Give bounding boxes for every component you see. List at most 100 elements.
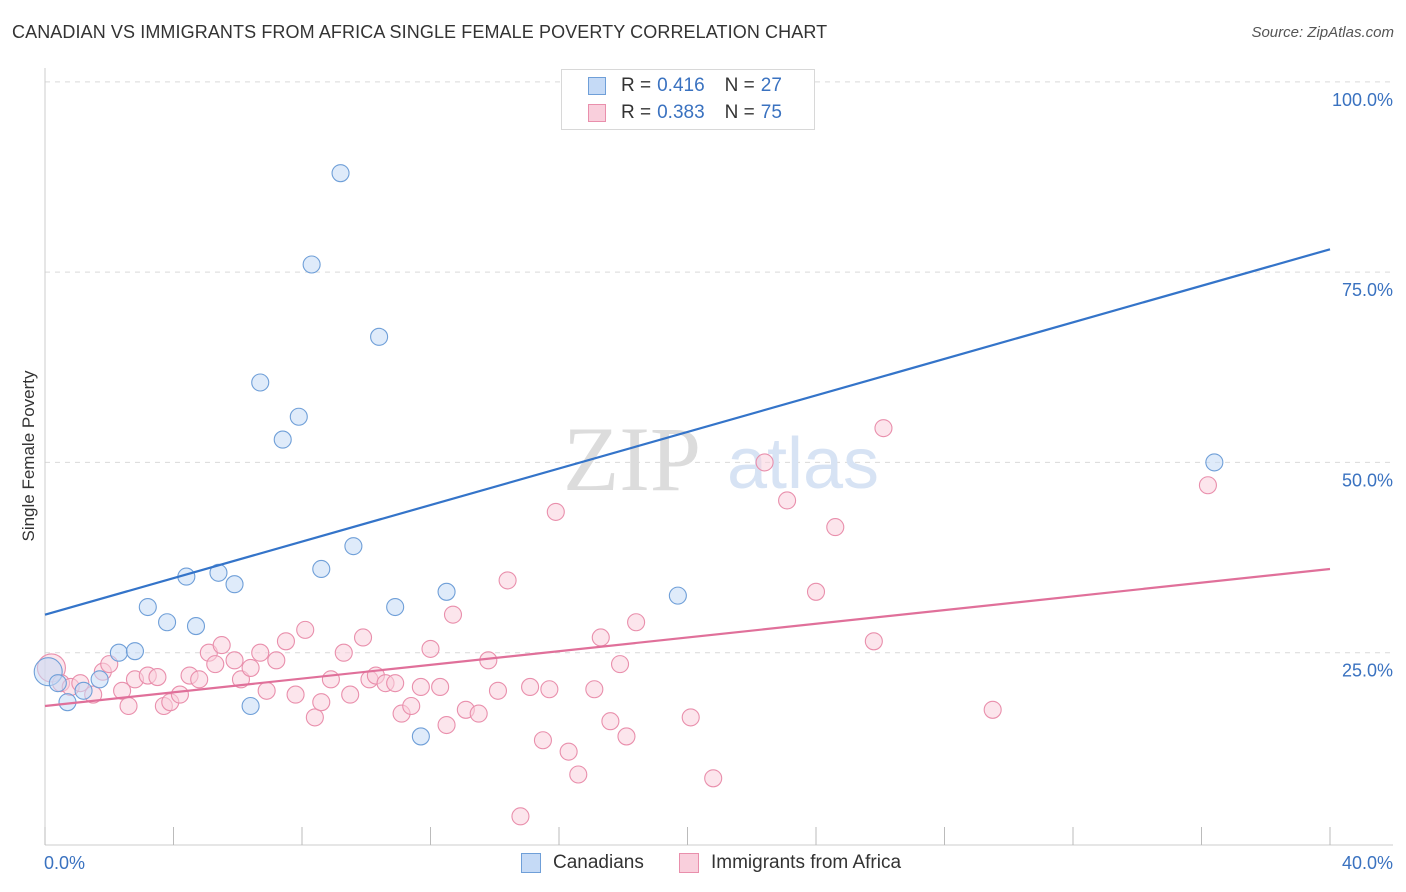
- y-axis-label: Single Female Poverty: [19, 370, 38, 542]
- source-credit: Source: ZipAtlas.com: [1251, 24, 1394, 41]
- data-point: [334, 643, 353, 662]
- series-swatch-blue: [521, 853, 541, 873]
- data-point: [341, 685, 360, 704]
- data-point: [119, 696, 138, 716]
- series-legend-canadians[interactable]: Canadians: [521, 852, 644, 874]
- data-point: [601, 712, 620, 731]
- data-point: [546, 502, 565, 521]
- data-point: [225, 575, 244, 594]
- data-point: [251, 643, 270, 662]
- data-point: [286, 685, 305, 704]
- data-point: [511, 807, 530, 826]
- data-point: [826, 518, 845, 537]
- data-point: [267, 651, 286, 670]
- data-point: [1198, 476, 1217, 495]
- chart-title: CANADIAN VS IMMIGRANTS FROM AFRICA SINGL…: [12, 22, 828, 42]
- data-point: [431, 677, 450, 697]
- data-point: [321, 670, 340, 689]
- data-point: [225, 651, 244, 670]
- data-point: [864, 632, 883, 651]
- data-point: [627, 613, 646, 632]
- data-point: [170, 685, 189, 704]
- y-tick-label: 75.0%: [1342, 280, 1393, 300]
- data-point: [874, 419, 893, 438]
- data-point: [559, 742, 578, 761]
- legend-r-value: 0.416: [657, 75, 705, 96]
- axes: [44, 68, 1393, 846]
- data-point: [437, 715, 456, 735]
- data-point: [521, 677, 540, 697]
- x-tick-label: 0.0%: [44, 853, 85, 873]
- legend-n-value: 27: [760, 75, 782, 96]
- series-legend: Canadians Immigrants from Africa: [0, 852, 1406, 878]
- data-point: [206, 655, 225, 674]
- data-point: [190, 670, 209, 689]
- data-point: [331, 164, 350, 183]
- data-point: [312, 559, 331, 579]
- data-point: [778, 491, 797, 510]
- data-point: [125, 642, 144, 661]
- data-point: [273, 430, 292, 449]
- data-point: [148, 668, 167, 687]
- x-tick-label: 40.0%: [1342, 853, 1393, 873]
- data-point: [443, 605, 463, 624]
- trend-lines: [44, 248, 1331, 708]
- data-point: [983, 700, 1002, 719]
- data-point: [806, 582, 826, 601]
- data-point: [257, 681, 276, 700]
- data-point: [668, 586, 687, 605]
- data-point: [74, 681, 93, 700]
- y-tick-label: 100.0%: [1332, 90, 1393, 110]
- watermark-atlas: atlas: [727, 424, 879, 504]
- data-point: [1205, 453, 1224, 472]
- gridlines: [45, 81, 1393, 654]
- tick-labels: 25.0% 50.0% 75.0% 100.0% 0.0% 40.0%: [44, 90, 1393, 873]
- data-point: [312, 693, 331, 712]
- data-point: [488, 681, 508, 700]
- series-legend-immigrants[interactable]: Immigrants from Africa: [679, 852, 901, 874]
- data-point: [186, 617, 206, 636]
- series-canadians-points: [33, 72, 1224, 746]
- data-point: [704, 769, 723, 788]
- data-point: [437, 582, 456, 601]
- series-immigrants-from-africa-points: [36, 419, 1217, 826]
- data-point: [138, 597, 157, 617]
- data-point: [109, 643, 128, 662]
- legend-r-label: R =: [621, 75, 652, 96]
- data-point: [585, 680, 604, 699]
- data-point: [241, 658, 260, 677]
- data-point: [533, 731, 552, 750]
- data-point: [251, 373, 270, 392]
- data-point: [681, 708, 700, 727]
- data-point: [353, 628, 373, 647]
- legend-row-canadians: R = 0.416 N = 27: [588, 74, 782, 98]
- legend-r-value: 0.383: [657, 102, 705, 123]
- legend-swatch-blue: [588, 77, 606, 95]
- series-legend-label: Canadians: [553, 852, 644, 873]
- data-point: [212, 636, 231, 655]
- data-point: [48, 674, 67, 693]
- data-point: [498, 571, 517, 590]
- correlation-legend: R = 0.416 N = 27 R = 0.383 N = 75: [561, 69, 815, 130]
- data-point: [421, 639, 440, 658]
- data-point: [591, 628, 610, 647]
- data-point: [386, 597, 405, 617]
- data-point: [344, 537, 363, 556]
- data-point: [411, 677, 430, 697]
- legend-swatch-pink: [588, 104, 606, 122]
- series-legend-label: Immigrants from Africa: [711, 852, 902, 873]
- data-point: [276, 632, 295, 651]
- data-point: [289, 407, 308, 426]
- watermark: ZIP atlas: [563, 408, 879, 510]
- legend-n-value: 75: [760, 102, 782, 123]
- data-point: [617, 727, 636, 746]
- data-point: [386, 674, 405, 693]
- data-point: [610, 655, 630, 674]
- data-point: [402, 696, 421, 716]
- y-tick-label: 25.0%: [1342, 661, 1393, 681]
- trend-line-immigrants: [44, 567, 1331, 708]
- legend-row-immigrants: R = 0.383 N = 75: [588, 101, 782, 125]
- data-point: [302, 255, 321, 274]
- watermark-zip: ZIP: [563, 408, 701, 510]
